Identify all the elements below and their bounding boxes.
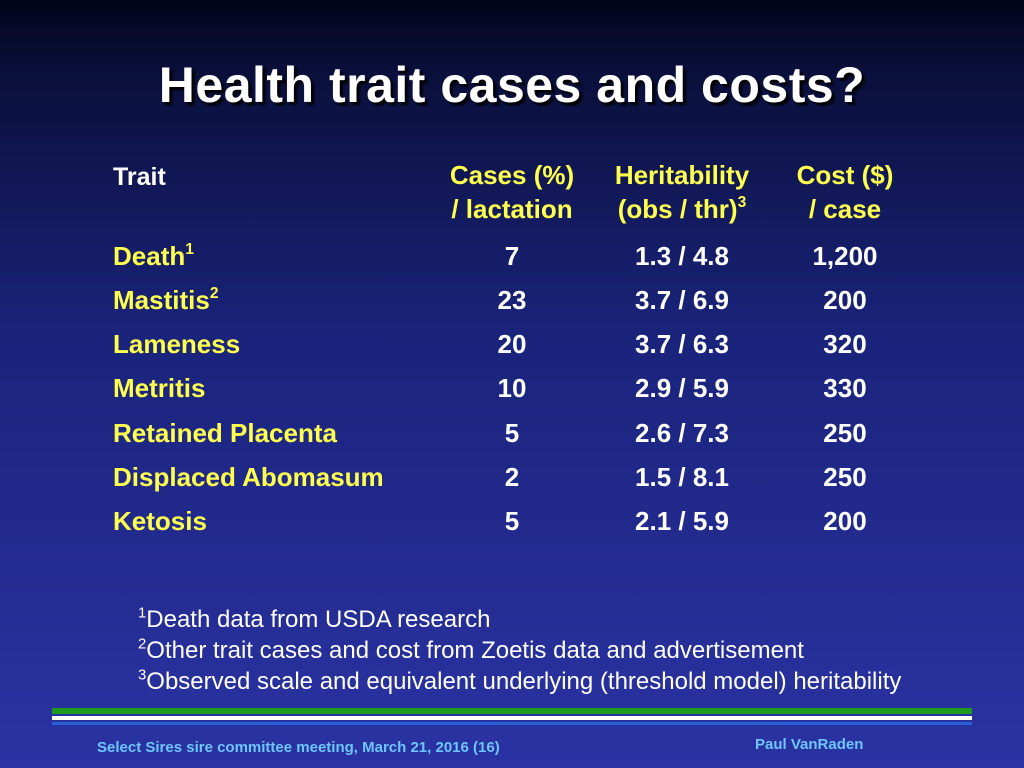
header-heritability-line1: Heritability: [614, 160, 750, 190]
trait-sup: 2: [209, 285, 219, 303]
trait-name: Ketosis: [113, 501, 207, 541]
trait-name: Retained Placenta: [113, 413, 337, 453]
header-cost-line2: / case: [808, 194, 882, 224]
table-row: Displaced Abomasum 2 1.5 / 8.1 250: [113, 457, 913, 497]
cost-value: 200: [823, 506, 867, 536]
footer-meeting-info: Select Sires sire committee meeting, Mar…: [97, 739, 500, 756]
heritability-value: 3.7 / 6.9: [635, 285, 729, 315]
trait-name: Displaced Abomasum: [113, 457, 384, 497]
heritability-value: 3.7 / 6.3: [635, 329, 729, 359]
heritability-value: 1.5 / 8.1: [635, 462, 729, 492]
footnotes: 1Death data from USDA research 2Other tr…: [138, 604, 901, 697]
footnote-text: Death data from USDA research: [146, 606, 491, 633]
trait-label: Metritis: [113, 373, 206, 403]
heritability-value: 2.6 / 7.3: [635, 418, 729, 448]
trait-label: Retained Placenta: [113, 418, 337, 448]
cases-value: 10: [497, 373, 527, 403]
footnote: 1Death data from USDA research: [138, 604, 901, 635]
trait-name: Death1: [113, 236, 194, 276]
trait-name: Mastitis2: [113, 280, 219, 320]
header-cases: Cases (%) / lactation: [433, 158, 591, 226]
cost-value: 250: [823, 418, 867, 448]
footer-stripe-green: [52, 708, 972, 714]
heritability-value: 1.3 / 4.8: [635, 241, 729, 271]
footer-stripe-blue: [52, 722, 972, 725]
header-heritability-sup: 3: [737, 194, 747, 212]
header-heritability-line2-wrap: (obs / thr)3: [601, 192, 763, 226]
cases-value: 5: [504, 418, 520, 448]
trait-label: Death: [113, 241, 186, 271]
heritability-value: 2.1 / 5.9: [635, 506, 729, 536]
footer-stripe-white: [52, 716, 972, 720]
cost-value: 1,200: [812, 241, 878, 271]
footnote-text: Observed scale and equivalent underlying…: [146, 668, 902, 695]
table-row: Mastitis2 23 3.7 / 6.9 200: [113, 280, 913, 320]
footnote: 3Observed scale and equivalent underlyin…: [138, 666, 901, 697]
cases-value: 20: [497, 329, 527, 359]
footnote-marker: 3: [138, 667, 147, 684]
table-row: Metritis 10 2.9 / 5.9 330: [113, 368, 913, 408]
trait-label: Displaced Abomasum: [113, 462, 384, 492]
trait-sup: 1: [185, 241, 194, 259]
footer-author: Paul VanRaden: [755, 736, 864, 753]
cases-value: 23: [497, 285, 527, 315]
table-row: Lameness 20 3.7 / 6.3 320: [113, 324, 913, 364]
trait-label: Lameness: [113, 329, 241, 359]
cases-value: 2: [504, 462, 520, 492]
header-heritability: Heritability (obs / thr)3: [601, 158, 763, 226]
cost-value: 250: [823, 462, 867, 492]
trait-label: Mastitis: [113, 285, 210, 315]
cost-value: 320: [823, 329, 867, 359]
cases-value: 5: [504, 506, 520, 536]
header-trait: Trait: [113, 163, 166, 191]
trait-name: Metritis: [113, 368, 205, 408]
footnote-marker: 2: [138, 636, 147, 653]
footnote-text: Other trait cases and cost from Zoetis d…: [146, 637, 804, 664]
header-cases-line1: Cases (%): [449, 160, 575, 190]
footnote: 2Other trait cases and cost from Zoetis …: [138, 635, 901, 666]
cost-value: 200: [823, 285, 867, 315]
table-row: Retained Placenta 5 2.6 / 7.3 250: [113, 413, 913, 453]
trait-label: Ketosis: [113, 506, 207, 536]
header-cases-line2: / lactation: [451, 194, 573, 224]
cost-value: 330: [823, 373, 867, 403]
table-row: Death1 7 1.3 / 4.8 1,200: [113, 236, 913, 276]
table-row: Ketosis 5 2.1 / 5.9 200: [113, 501, 913, 541]
header-cost: Cost ($) / case: [775, 158, 915, 226]
cases-value: 7: [504, 241, 520, 271]
trait-name: Lameness: [113, 324, 240, 364]
heritability-value: 2.9 / 5.9: [635, 373, 729, 403]
header-heritability-line2: (obs / thr): [617, 194, 738, 224]
header-cost-line1: Cost ($): [796, 160, 894, 190]
slide-title: Health trait cases and costs?: [158, 57, 866, 113]
footnote-marker: 1: [138, 605, 147, 622]
